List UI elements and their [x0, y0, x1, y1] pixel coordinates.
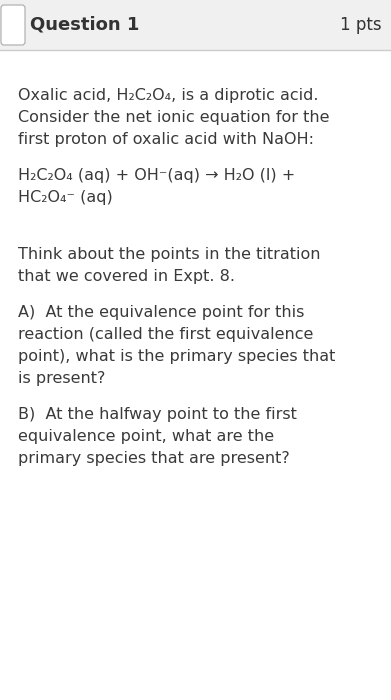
FancyBboxPatch shape [1, 5, 25, 45]
Text: Question 1: Question 1 [30, 16, 139, 34]
Text: primary species that are present?: primary species that are present? [18, 451, 290, 466]
Text: HC₂O₄⁻ (aq): HC₂O₄⁻ (aq) [18, 190, 113, 205]
Text: H₂C₂O₄ (aq) + OH⁻(aq) → H₂O (l) +: H₂C₂O₄ (aq) + OH⁻(aq) → H₂O (l) + [18, 168, 295, 183]
Text: is present?: is present? [18, 371, 106, 386]
Text: 1 pts: 1 pts [341, 16, 382, 34]
Text: A)  At the equivalence point for this: A) At the equivalence point for this [18, 305, 304, 320]
Text: reaction (called the first equivalence: reaction (called the first equivalence [18, 327, 313, 342]
Text: first proton of oxalic acid with NaOH:: first proton of oxalic acid with NaOH: [18, 132, 314, 147]
Text: Think about the points in the titration: Think about the points in the titration [18, 247, 321, 262]
Text: point), what is the primary species that: point), what is the primary species that [18, 349, 335, 364]
Text: that we covered in Expt. 8.: that we covered in Expt. 8. [18, 269, 235, 284]
Text: Oxalic acid, H₂C₂O₄, is a diprotic acid.: Oxalic acid, H₂C₂O₄, is a diprotic acid. [18, 88, 319, 103]
Text: equivalence point, what are the: equivalence point, what are the [18, 429, 274, 444]
Bar [0, 0, 391, 50]
Text: Consider the net ionic equation for the: Consider the net ionic equation for the [18, 110, 330, 125]
Text: B)  At the halfway point to the first: B) At the halfway point to the first [18, 407, 297, 422]
